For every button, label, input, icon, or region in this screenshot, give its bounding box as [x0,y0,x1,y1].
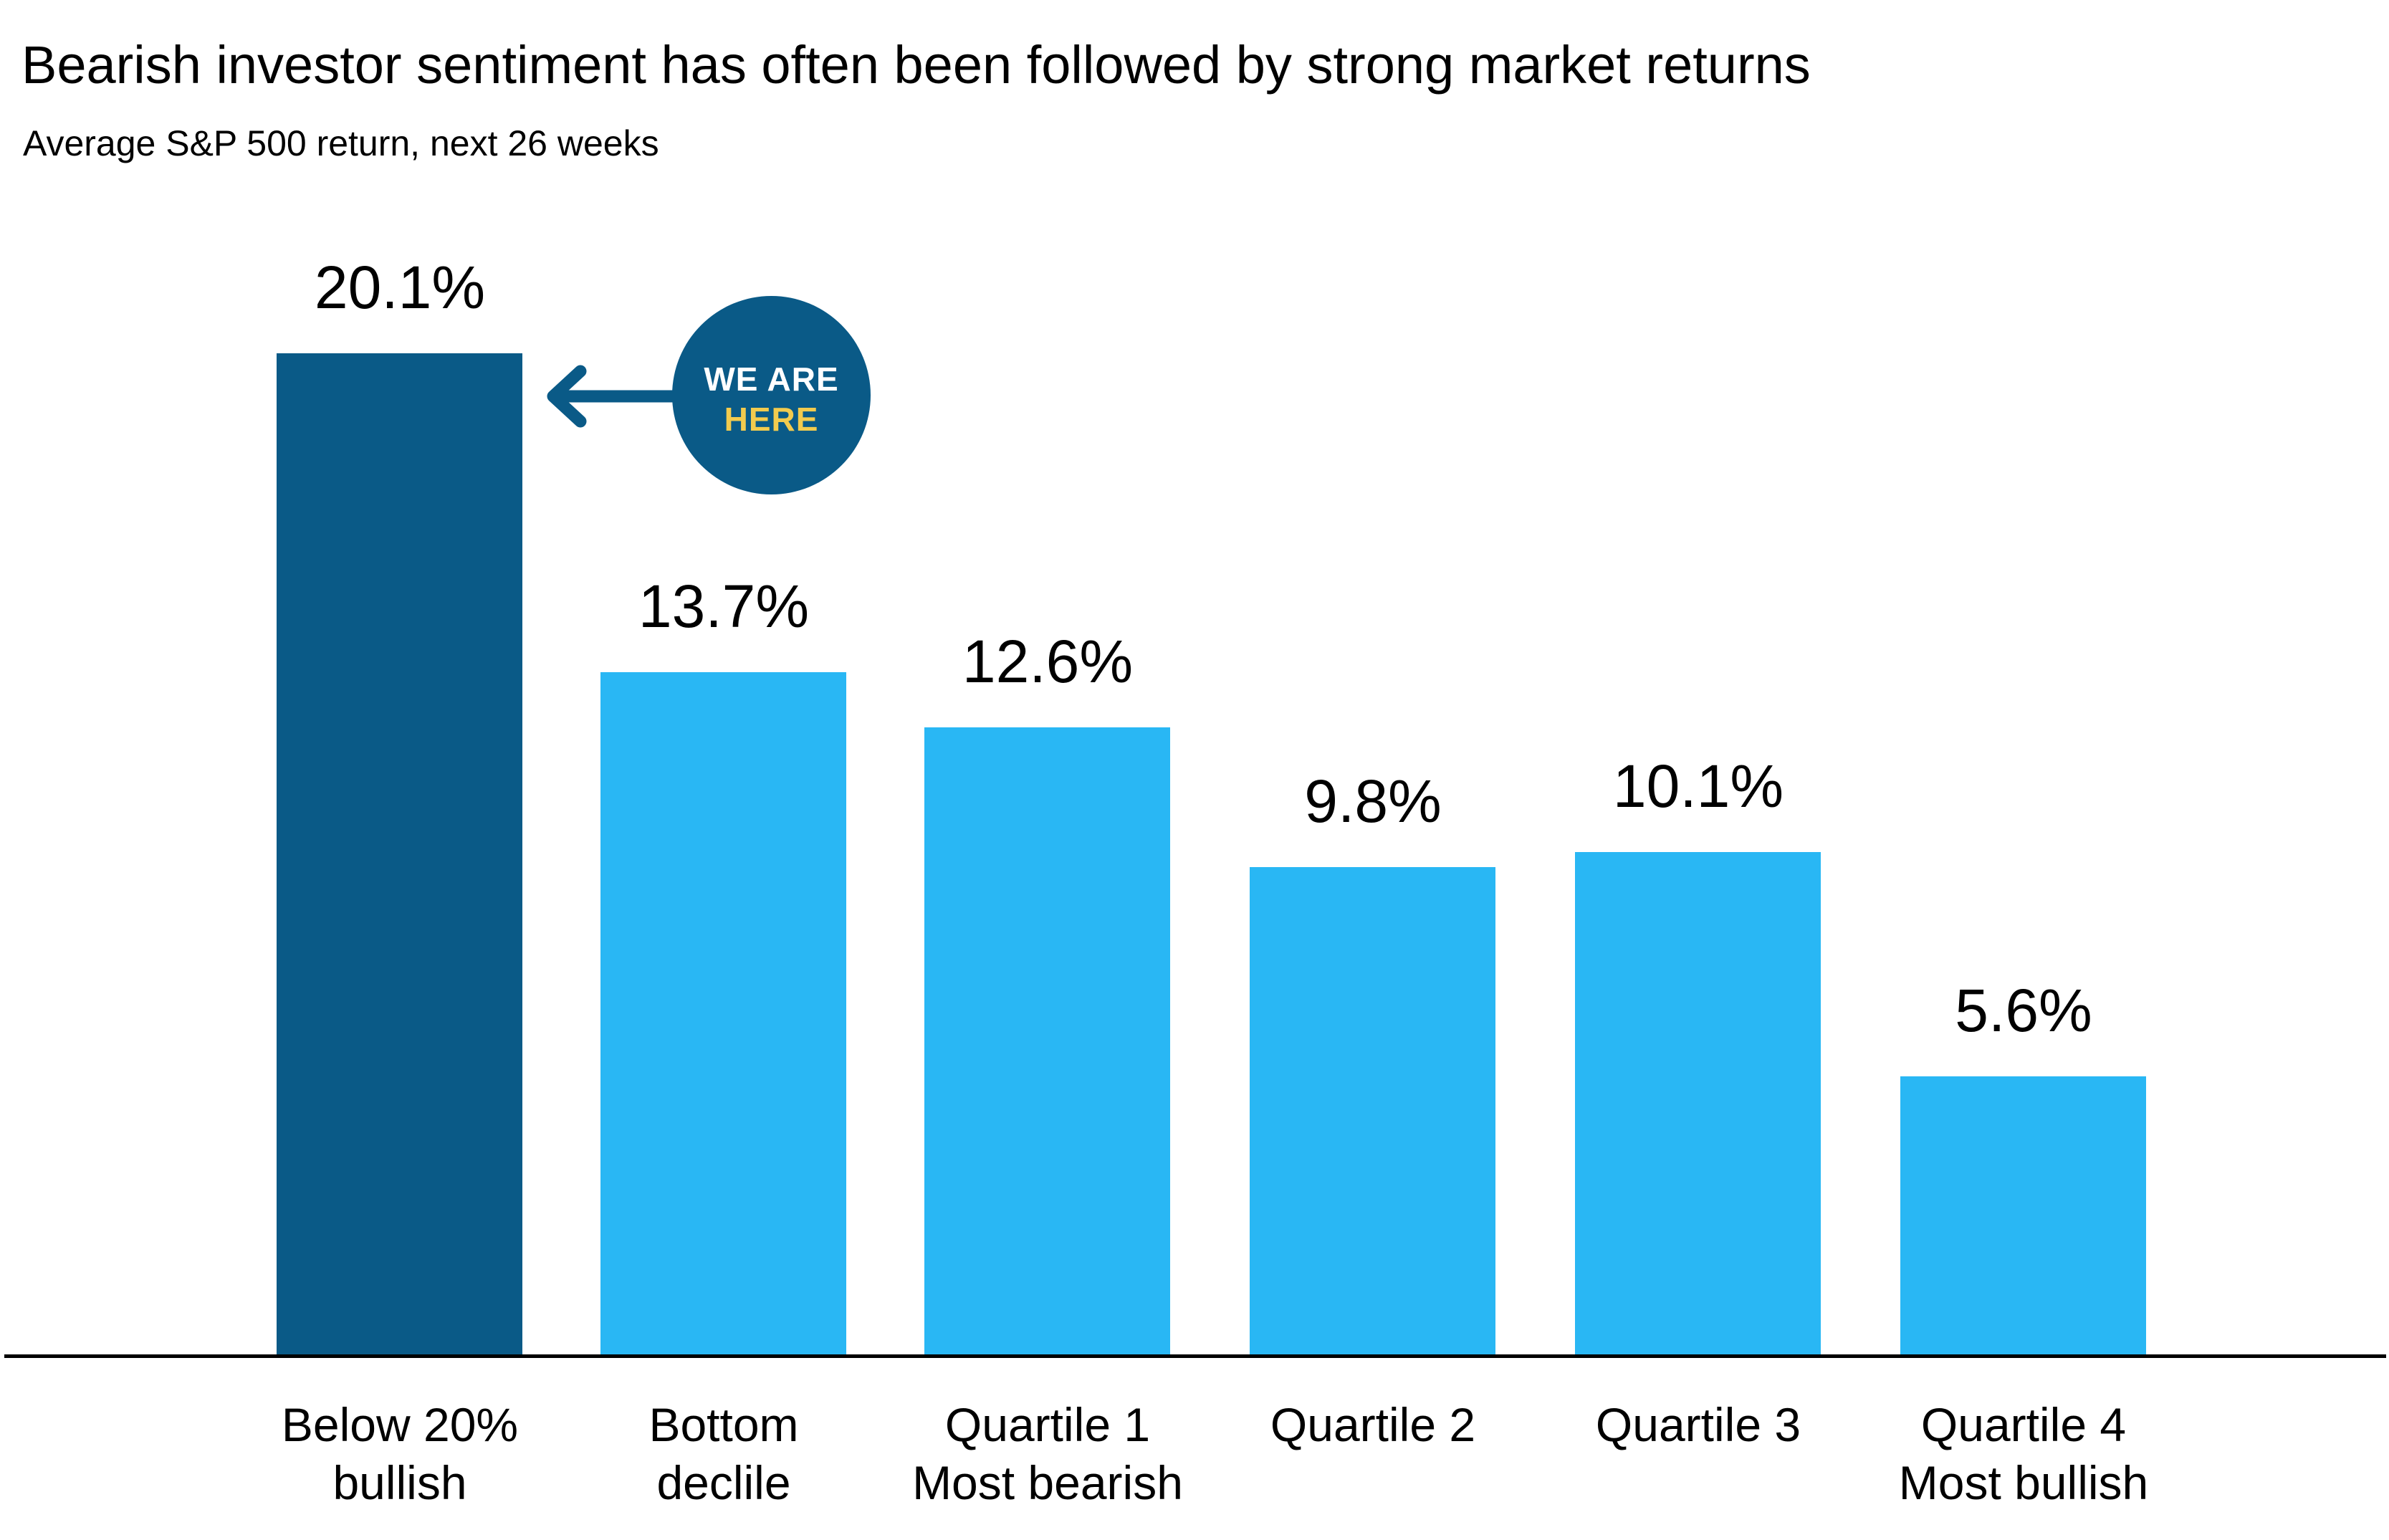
bar-value-label: 5.6% [1955,977,2092,1044]
bar-value-label: 10.1% [1612,752,1784,820]
bar-quartile-3 [1575,852,1821,1356]
x-axis-label-quartile-3: Quartile 3 [1595,1398,1801,1451]
x-axis-line [4,1354,2386,1358]
bar-value-label: 9.8% [1304,767,1442,835]
left-arrow-icon [547,365,681,428]
bar-value-label: 13.7% [638,573,810,640]
x-axis-label-quartile-1: Quartile 1 Most bearish [912,1398,1183,1509]
x-axis-label-bottom-declile: Bottom declile [648,1398,799,1509]
bar-bottom-declile [600,672,846,1356]
badge-text-line1: WE ARE [704,360,839,398]
chart-title: Bearish investor sentiment has often bee… [21,35,1811,95]
bar-value-label: 12.6% [962,628,1134,695]
bar-value-label: 20.1% [314,254,486,321]
bar-quartile-4 [1900,1076,2146,1356]
badge-text-line2: HERE [724,400,819,438]
we-are-here-badge: WE ARE HERE [672,296,871,494]
bar-quartile-1 [924,727,1170,1356]
x-axis-label-below-20-bullish: Below 20% bullish [281,1398,519,1509]
bar-below-20-bullish [277,353,522,1356]
x-axis-label-quartile-2: Quartile 2 [1270,1398,1476,1451]
chart-subtitle: Average S&P 500 return, next 26 weeks [23,123,659,163]
bar-quartile-2 [1250,867,1495,1356]
x-axis-label-quartile-4: Quartile 4 Most bullish [1898,1398,2149,1509]
